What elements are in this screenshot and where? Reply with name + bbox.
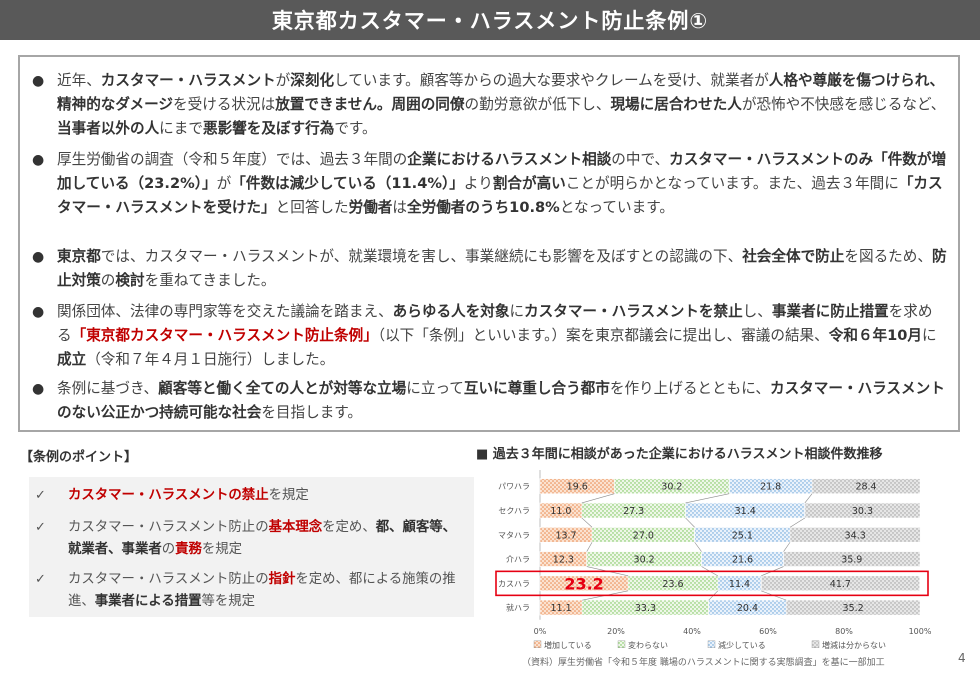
data-label: 13.7 [555,530,576,541]
legend-label: 増減は分からない [822,640,886,650]
data-label: 11.1 [551,603,572,614]
check-icon: ✓ [35,520,46,535]
x-tick-label: 0% [534,627,547,636]
x-tick-label: 100% [909,627,932,636]
points-box: ✓ カスタマー・ハラスメントの禁止を規定 ✓ カスタマー・ハラスメント防止の基本… [29,477,474,617]
data-label: 19.6 [567,482,588,493]
point-text: カスタマー・ハラスメント防止の基本理念を定め、都、顧客等、就業者、事業者の責務を… [68,520,457,557]
bar-segment [785,599,921,616]
x-tick-label: 40% [683,627,701,636]
data-label: 34.3 [845,530,866,541]
data-label: 27.3 [623,506,644,517]
bullet-marker: ● [32,304,45,320]
chart-title: ■ 過去３年間に相談があった企業におけるハラスメント相談件数推移 [476,447,883,462]
page-header: 東京都カスタマー・ハラスメント防止条例① [0,0,980,40]
category-label: 介ハラ [506,555,530,564]
data-label: 11.4 [729,579,750,590]
page-title: 東京都カスタマー・ハラスメント防止条例① [271,9,709,33]
bullet-text: 関係団体、法律の専門家等を交えた議論を踏まえ、あらゆる人を対象にカスタマー・ハラ… [57,303,937,368]
data-label: 25.1 [732,530,753,541]
legend-swatch [707,640,716,649]
bullet-text: 厚生労働省の調査（令和５年度）では、過去３年間の企業におけるハラスメント相談の中… [57,151,947,216]
data-label: 11.0 [550,506,571,517]
data-label: 23.2 [564,574,603,593]
bullet-marker: ● [32,381,45,397]
data-label: 20.4 [737,603,758,614]
bullet-marker: ● [32,73,45,89]
bullet-text: 条例に基づき、顧客等と働く全ての人とが対等な立場に立って互いに尊重し合う都市を作… [57,380,945,421]
data-label: 30.2 [634,555,655,566]
data-label: 21.8 [760,482,781,493]
page-number: 4 [958,651,966,665]
source-note: （資料）厚生労働省「令和５年度 職場のハラスメントに関する実態調査」を基に一部加… [522,658,885,668]
legend-swatch [811,640,820,649]
data-label: 27.0 [633,530,654,541]
category-label: セクハラ [498,506,530,515]
connector-line [783,542,791,552]
data-label: 12.3 [553,555,574,566]
connector-line [694,542,702,552]
data-label: 30.3 [852,506,873,517]
data-label: 23.6 [662,579,683,590]
bar-segment [811,478,921,494]
harassment-chart: パワハラ 19.6 30.2 21.8 28.4 セクハラ 11.0 27.3 31.4 30.3… [495,470,932,650]
x-tick-label: 20% [607,627,625,636]
bar-segment [789,526,921,543]
legend-label: 減少している [718,640,766,650]
legend-label: 変わらない [628,640,668,650]
check-icon: ✓ [35,488,46,503]
bar-segment [783,551,921,567]
points-title: 【条例のポイント】 [20,450,138,465]
bullet-text: 近年、カスタマー・ハラスメントが深刻化しています。顧客等からの過大な要求やクレー… [57,72,946,137]
data-label: 21.6 [732,555,753,566]
connector-line [581,517,593,528]
bar-segment [760,575,920,592]
legend-label: 増加している [544,640,592,650]
check-icon: ✓ [35,572,46,587]
point-text: カスタマー・ハラスメントの禁止を規定 [68,488,309,503]
bullet-marker: ● [32,152,45,168]
data-label: 35.9 [841,555,862,566]
data-label: 31.4 [735,506,756,517]
highlight-box [495,570,929,597]
point-text: カスタマー・ハラスメント防止の指針を定め、都による施策の推進、事業者による措置等… [68,572,456,609]
category-label: 就ハラ [506,603,530,613]
data-label: 41.7 [830,579,851,590]
connector-line [804,493,813,504]
x-tick-label: 60% [759,627,777,636]
bullet-text: 東京都では、カスタマー・ハラスメントが、就業環境を害し、事業継続にも影響を及ぼす… [57,248,947,289]
data-label: 35.2 [843,603,864,614]
data-label: 33.3 [635,603,656,614]
x-tick-label: 80% [835,627,853,636]
category-label: カスハラ [498,579,530,588]
connector-line [586,542,593,552]
category-label: パワハラ [498,482,530,491]
data-label: 30.2 [661,482,682,493]
connector-line [685,493,730,504]
connector-line [789,517,806,528]
bullet-marker: ● [32,249,45,265]
category-label: マタハラ [498,531,530,540]
summary-box: ● 近年、カスタマー・ハラスメントが深刻化しています。顧客等からの過大な要求やク… [18,55,960,432]
connector-line [685,517,695,528]
connector-line [581,493,615,504]
legend-swatch [533,640,542,649]
bar-segment [804,502,921,519]
data-label: 28.4 [855,482,876,493]
legend-swatch [617,640,626,649]
